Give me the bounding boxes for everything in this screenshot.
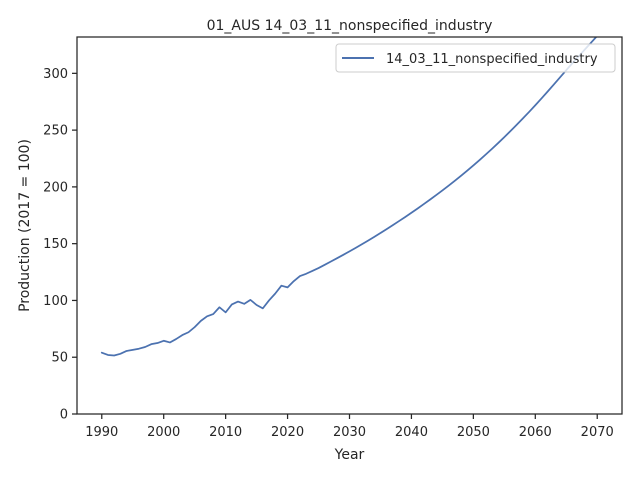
y-axis-label: Production (2017 = 100) [17,139,33,312]
legend: 14_03_11_nonspecified_industry [335,43,616,73]
y-axis-ticks: 0 50 100 150 200 250 300 [43,67,77,423]
y-tick-label: 50 [51,351,68,366]
y-tick-label: 300 [43,67,68,82]
x-tick-label: 2040 [395,425,428,440]
y-tick-label: 0 [60,408,68,423]
x-tick-label: 2010 [209,425,242,440]
y-tick-label: 250 [43,124,68,139]
x-tick-label: 2000 [147,425,180,440]
x-tick-label: 1990 [85,425,118,440]
legend-label: 14_03_11_nonspecified_industry [386,52,598,67]
x-axis-label: Year [334,447,365,463]
y-tick-label: 100 [43,294,68,309]
x-tick-label: 2030 [333,425,366,440]
y-tick-label: 150 [43,237,68,252]
series-line [100,37,598,357]
x-tick-label: 2070 [581,425,614,440]
x-tick-label: 2050 [457,425,490,440]
chart-title: 01_AUS 14_03_11_nonspecified_industry [207,18,493,34]
x-axis-ticks: 1990 2000 2010 2020 2030 2040 2050 2060 2070 [85,414,614,440]
y-tick-label: 200 [43,180,68,195]
x-tick-label: 2020 [271,425,304,440]
x-tick-label: 2060 [519,425,552,440]
plot-frame [76,36,623,415]
series-layer [100,37,598,357]
legend-box [335,43,616,73]
